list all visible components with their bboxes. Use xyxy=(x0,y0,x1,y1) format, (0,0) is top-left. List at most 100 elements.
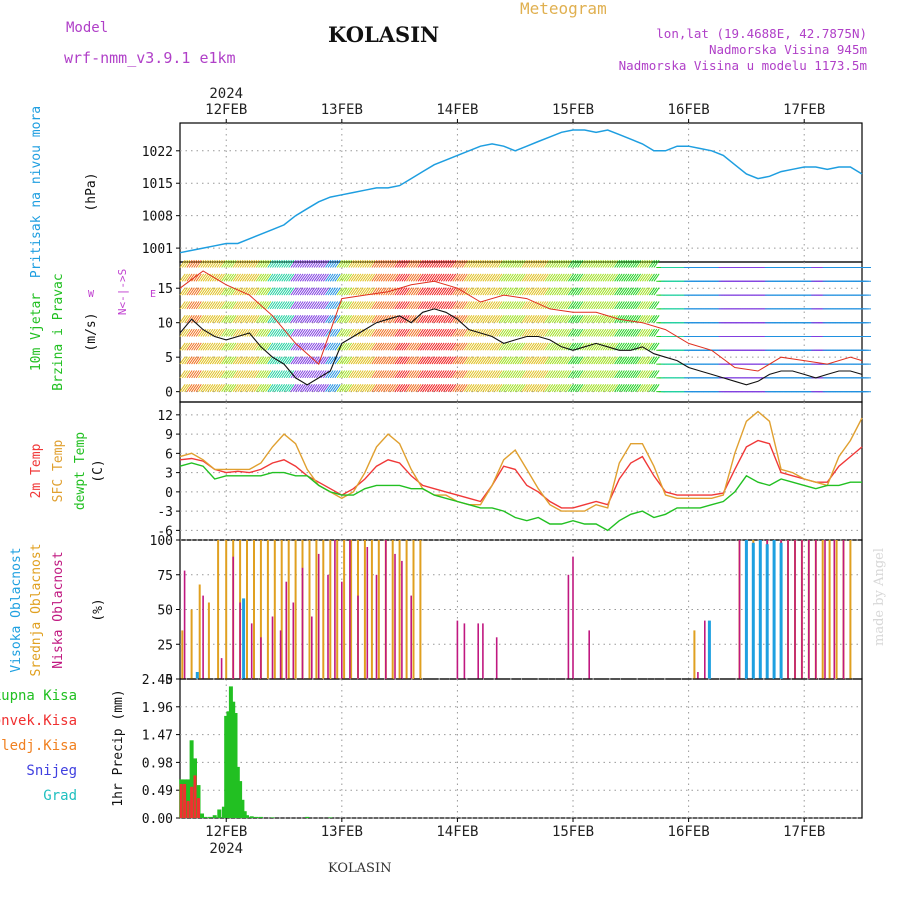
wind-barb xyxy=(510,384,517,392)
wind-barb xyxy=(500,342,507,351)
wind-barb xyxy=(491,370,498,379)
wind-barb xyxy=(611,259,618,268)
wind-barb xyxy=(214,259,221,268)
cloud-low-bar xyxy=(704,620,706,679)
wind-barb xyxy=(221,356,228,365)
wind-barb xyxy=(295,356,302,365)
wind-barb xyxy=(417,384,424,392)
pressure-ylabel: Pritisak na nivou mora xyxy=(29,106,44,278)
wind-barb xyxy=(598,328,605,337)
wind-barb xyxy=(535,259,542,268)
wind-barb xyxy=(570,301,577,310)
wind-barb xyxy=(276,287,283,296)
cloud-mid-bar xyxy=(273,540,276,679)
cloud-mid-bar xyxy=(294,540,297,679)
wind-barb xyxy=(595,370,602,379)
cloud-low-bar xyxy=(410,595,412,679)
wind-barb xyxy=(334,315,341,323)
wind-barb xyxy=(373,315,380,323)
wind-barb xyxy=(484,356,491,365)
wind-barb xyxy=(315,342,323,351)
cloud-high-bar xyxy=(772,540,776,679)
wind-barb xyxy=(584,301,591,310)
wind-barb xyxy=(473,370,480,379)
wind-barb xyxy=(362,301,369,310)
wind-barb xyxy=(320,259,327,268)
wind-barb xyxy=(389,370,396,379)
wind-barb xyxy=(302,259,309,268)
wind-barb xyxy=(207,273,214,282)
wind-barb xyxy=(470,342,477,351)
wind-barb xyxy=(581,315,588,323)
wind-barb xyxy=(244,356,251,365)
wind-barb xyxy=(396,356,403,365)
wind-barb xyxy=(341,342,348,351)
wind-barb xyxy=(343,273,350,282)
wind-barb xyxy=(621,287,628,296)
wind-barb xyxy=(408,301,415,310)
wind-barb xyxy=(461,356,468,365)
wind-barb xyxy=(251,370,258,379)
wind-barb xyxy=(517,315,524,323)
wind-barb xyxy=(272,356,279,365)
wind-barb xyxy=(484,384,491,392)
wind-barb xyxy=(480,259,487,268)
wind-barb xyxy=(228,273,235,282)
top-axis-tick-label: 14FEB xyxy=(436,102,478,118)
wind-barb xyxy=(429,356,436,365)
wind-barb xyxy=(272,259,279,268)
wind-barb xyxy=(646,342,653,351)
wind-barb xyxy=(625,287,632,296)
wind-barb xyxy=(565,259,572,268)
wind-barb xyxy=(445,301,452,310)
wind-barb xyxy=(251,342,258,351)
wind-barb xyxy=(510,342,517,351)
cloud-low-bar xyxy=(385,540,387,679)
wind-barb xyxy=(232,287,239,296)
wind-barb xyxy=(604,356,611,365)
wind-barb xyxy=(334,259,341,268)
wind-barb xyxy=(248,370,255,379)
wind-barb xyxy=(544,356,551,365)
wind-barb xyxy=(600,356,607,365)
wind-barb xyxy=(473,328,480,337)
wind-barb xyxy=(477,301,484,310)
wind-barb xyxy=(614,259,621,268)
wind-barb xyxy=(364,370,371,379)
wind-barb xyxy=(577,356,584,365)
wind-barb xyxy=(318,342,325,351)
wind-barb xyxy=(489,356,496,365)
wind-barb xyxy=(489,287,496,296)
wind-barb xyxy=(420,259,427,268)
wind-barb xyxy=(403,370,410,379)
wind-barb xyxy=(200,301,207,310)
wind-barb xyxy=(383,356,390,365)
wind-barb xyxy=(371,315,378,323)
wind-barb xyxy=(570,273,577,282)
wind-barb xyxy=(251,328,258,337)
wind-barb xyxy=(630,328,637,337)
lonlat-text: lon,lat (19.4688E, 42.7875N) xyxy=(656,26,867,41)
model-name: wrf-nmm_v3.9.1 e1km xyxy=(64,49,236,67)
wind-barb xyxy=(540,315,547,323)
wind-barb xyxy=(334,328,341,337)
wind-barb xyxy=(420,328,427,337)
wind-barb xyxy=(475,356,482,365)
cloud-low-bar xyxy=(232,556,234,679)
wind-barb xyxy=(373,356,380,365)
wind-barb xyxy=(297,315,304,323)
wind-barb xyxy=(491,273,498,282)
cloud-low-bar xyxy=(463,623,466,679)
wind-barb xyxy=(445,328,452,337)
wind-barb xyxy=(260,259,267,268)
wind-barb xyxy=(445,315,452,323)
wind-barb xyxy=(408,273,415,282)
wind-barb xyxy=(637,273,644,282)
wind-barb xyxy=(433,273,440,282)
wind-barb xyxy=(517,287,524,296)
wind-barb xyxy=(304,342,311,351)
wind-barb xyxy=(239,315,246,323)
wind-barb xyxy=(244,273,251,282)
wind-barb xyxy=(436,384,443,392)
